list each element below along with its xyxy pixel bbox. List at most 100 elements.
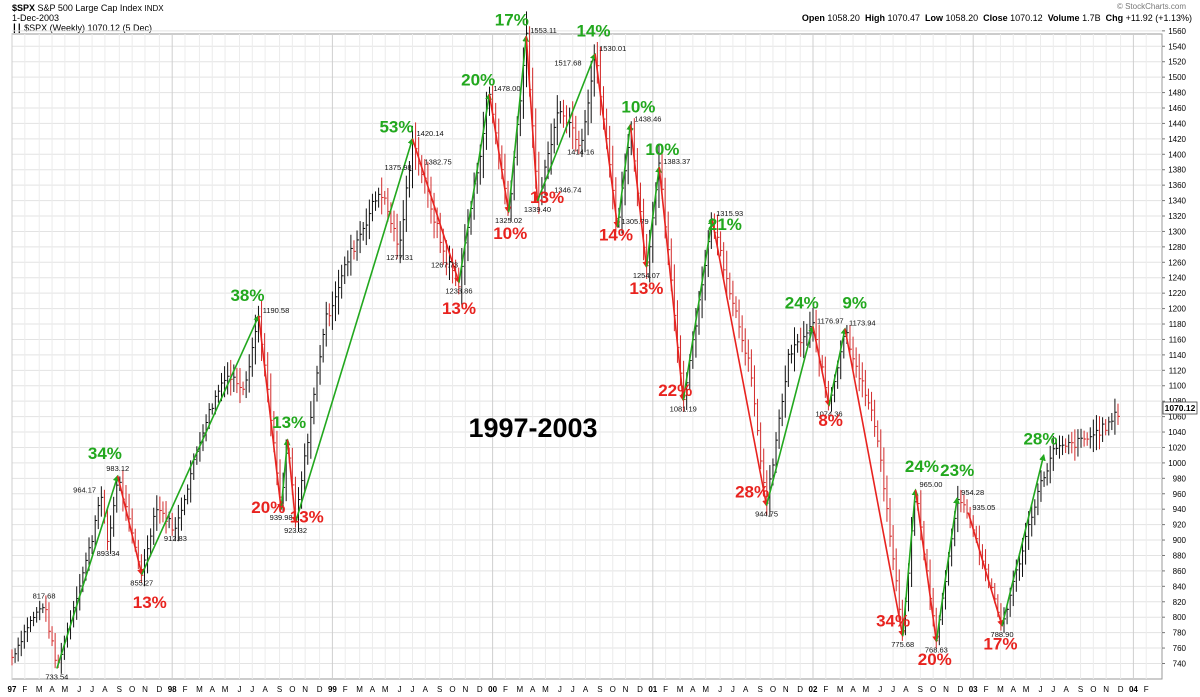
- exchange: INDX: [144, 4, 164, 13]
- ohlc-readout: Open 1058.20 High 1070.47 Low 1058.20 Cl…: [802, 13, 1192, 23]
- gain-percent-label: 21%: [708, 215, 742, 234]
- x-tick-label: J: [558, 685, 562, 694]
- up-move-arrow: [458, 92, 492, 283]
- y-tick-label: 980: [1173, 474, 1187, 483]
- up-move-arrow: [56, 474, 120, 669]
- chart-title: 1997-2003: [468, 413, 597, 443]
- grid: [11, 30, 1162, 679]
- pivot-price-label: 1176.97: [817, 316, 844, 325]
- x-tick-label: O: [289, 685, 295, 694]
- x-tick-label: A: [1011, 685, 1017, 694]
- pivot-price-label: 965.00: [920, 480, 943, 489]
- x-tick-label: S: [757, 685, 762, 694]
- pivot-price-label: 1375.98: [384, 163, 411, 172]
- x-tick-label: M: [36, 685, 43, 694]
- x-tick-label: N: [623, 685, 629, 694]
- y-tick-label: 1260: [1168, 258, 1186, 267]
- x-tick-label: J: [731, 685, 735, 694]
- pivot-price-label: 1074.36: [815, 410, 842, 419]
- x-tick-label: A: [903, 685, 909, 694]
- x-tick-label: N: [302, 685, 308, 694]
- pivot-price-label: 1325.02: [495, 216, 522, 225]
- drop-percent-label: 13%: [530, 188, 564, 207]
- x-tick-label: M: [62, 685, 69, 694]
- x-tick-label: M: [356, 685, 363, 694]
- symbol-name: S&P 500 Large Cap Index: [37, 3, 142, 13]
- gain-percent-label: 24%: [785, 294, 819, 313]
- y-tick-label: 1300: [1168, 227, 1186, 236]
- series-label: ┃┃ $SPX (Weekly) 1070.12 (5 Dec): [12, 23, 152, 33]
- pivot-price-label: 1254.07: [633, 271, 660, 280]
- x-tick-label: M: [382, 685, 389, 694]
- x-tick-label: N: [462, 685, 468, 694]
- down-move-arrow: [411, 138, 461, 284]
- pivot-price-label: 817.68: [33, 592, 56, 601]
- pivot-price-label: 1081.19: [670, 404, 697, 413]
- pivot-price-label: 1438.46: [634, 115, 661, 124]
- up-move-arrow: [645, 165, 662, 267]
- down-move-arrow: [629, 124, 650, 269]
- ohlc-low: Low 1058.20: [925, 13, 979, 23]
- x-tick-label: O: [930, 685, 936, 694]
- up-move-arrow: [294, 137, 415, 523]
- down-move-arrow: [711, 219, 769, 507]
- x-tick-label: 00: [488, 685, 497, 694]
- x-tick-label: J: [237, 685, 241, 694]
- pivot-price-label: 1382.75: [425, 158, 452, 167]
- watermark: © StockCharts.com: [1116, 2, 1186, 11]
- drop-percent-label: 13%: [290, 507, 324, 526]
- y-tick-label: 1480: [1168, 89, 1186, 98]
- drop-percent-label: 10%: [493, 224, 527, 243]
- y-tick-label: 1400: [1168, 150, 1186, 159]
- x-tick-label: S: [597, 685, 602, 694]
- x-tick-label: 01: [648, 685, 657, 694]
- pivot-price-label: 893.34: [97, 549, 120, 558]
- candlestick-icon: ┃┃: [12, 24, 22, 33]
- pivot-price-label: 1233.86: [445, 286, 472, 295]
- y-tick-label: 1280: [1168, 243, 1186, 252]
- y-tick-label: 900: [1173, 536, 1187, 545]
- x-tick-label: M: [222, 685, 229, 694]
- x-tick-label: A: [690, 685, 696, 694]
- pivot-price-label: 1346.74: [554, 185, 581, 194]
- gain-percent-label: 10%: [621, 98, 655, 117]
- drop-percent-label: 13%: [629, 279, 663, 298]
- chart-date: 1-Dec-2003: [12, 13, 60, 23]
- pivot-price-label: 733.54: [45, 672, 68, 681]
- gain-percent-label: 14%: [577, 21, 611, 40]
- x-tick-label: F: [823, 685, 828, 694]
- pivot-price-label: 1190.58: [263, 306, 290, 315]
- drop-percent-label: 28%: [735, 483, 769, 502]
- pivot-price-label: 944.75: [755, 510, 778, 519]
- x-tick-label: 03: [969, 685, 978, 694]
- pivot-price-label: 1339.40: [524, 205, 551, 214]
- pivot-price-label: 1315.93: [716, 209, 743, 218]
- x-tick-label: J: [718, 685, 722, 694]
- drop-percent-label: 13%: [133, 593, 167, 612]
- x-tick-label: A: [49, 685, 55, 694]
- gain-percent-label: 10%: [645, 140, 679, 159]
- y-tick-label: 1500: [1168, 73, 1186, 82]
- up-move-arrow: [901, 488, 919, 637]
- x-tick-label: A: [1063, 685, 1069, 694]
- pivot-price-label: 954.28: [961, 488, 984, 497]
- chart-header-symbol: $SPX S&P 500 Large Cap Index INDX: [12, 3, 164, 13]
- down-move-arrow: [658, 167, 687, 402]
- y-tick-label: 940: [1173, 505, 1187, 514]
- y-tick-label: 1120: [1169, 366, 1187, 375]
- x-tick-label: S: [1078, 685, 1083, 694]
- x-tick-label: F: [663, 685, 668, 694]
- x-tick-label: D: [957, 685, 963, 694]
- down-move-arrow: [488, 93, 512, 214]
- x-tick-label: D: [156, 685, 162, 694]
- x-tick-label: S: [117, 685, 122, 694]
- x-tick-label: M: [542, 685, 549, 694]
- gain-percent-label: 13%: [272, 413, 306, 432]
- x-tick-label: A: [210, 685, 216, 694]
- x-tick-label: J: [878, 685, 882, 694]
- x-tick-label: M: [702, 685, 709, 694]
- down-move-arrow: [286, 439, 299, 524]
- series-label-text: $SPX (Weekly) 1070.12 (5 Dec): [24, 23, 153, 33]
- x-tick-label: O: [1090, 685, 1096, 694]
